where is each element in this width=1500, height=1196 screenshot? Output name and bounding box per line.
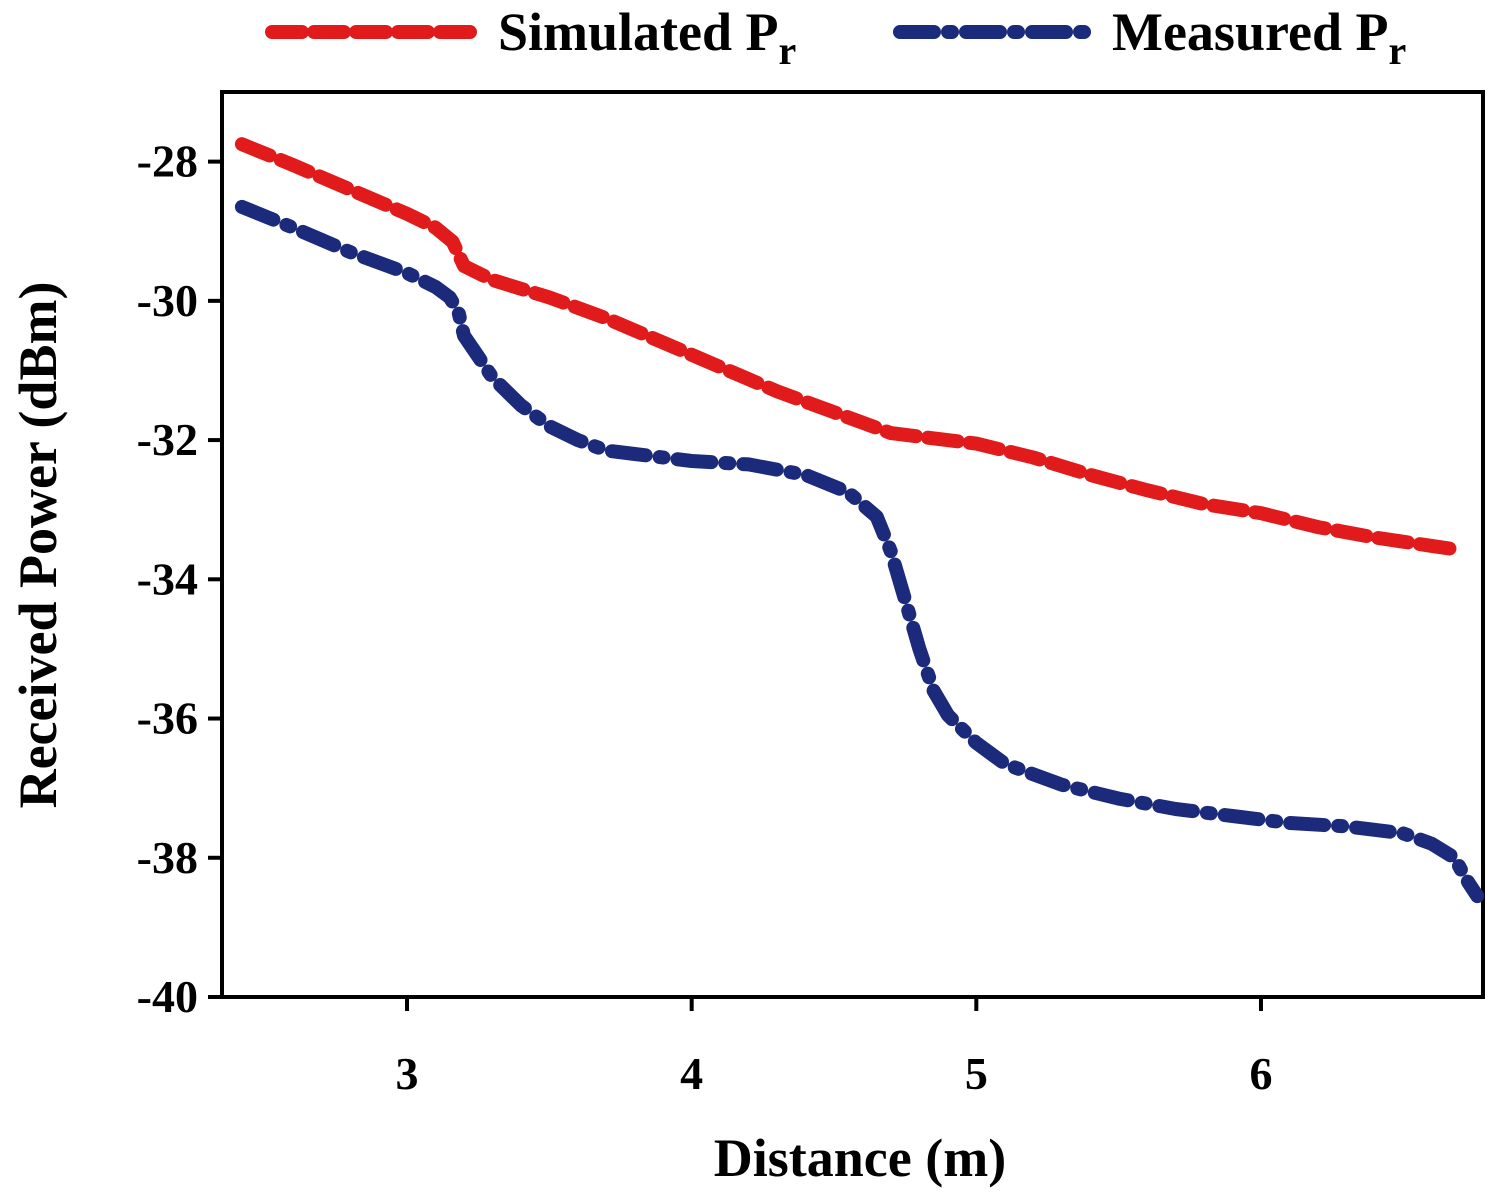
- legend-label-measured-main: Measured P: [1112, 2, 1388, 62]
- y-tick-label: -38: [137, 832, 198, 883]
- legend-label-measured: Measured Pr: [1112, 2, 1406, 73]
- y-tick-label: -30: [137, 275, 198, 326]
- plot-area: [220, 90, 1485, 999]
- x-axis-title: Distance (m): [714, 1128, 1006, 1188]
- legend: Simulated Pr Measured Pr: [265, 2, 1406, 73]
- x-tick-label: 3: [396, 1048, 419, 1099]
- y-tick-label: -36: [137, 693, 198, 744]
- series-group: [234, 137, 1485, 904]
- y-tick-label: -34: [137, 553, 198, 604]
- y-axis-title: Received Power (dBm): [8, 282, 68, 809]
- legend-label-simulated: Simulated Pr: [498, 2, 796, 73]
- legend-label-measured-sub: r: [1388, 28, 1406, 73]
- series-line-simulated: [234, 137, 1468, 558]
- x-tick-label: 6: [1249, 1048, 1272, 1099]
- y-tick-label: -40: [137, 971, 198, 1022]
- x-tick-label: 5: [965, 1048, 988, 1099]
- y-axis-ticks: -28 -30 -32 -34 -36 -38 -40: [137, 136, 222, 1022]
- x-tick-label: 4: [680, 1048, 703, 1099]
- series-line-measured: [234, 199, 1485, 904]
- y-tick-label: -32: [137, 414, 198, 465]
- legend-label-simulated-main: Simulated P: [498, 2, 779, 62]
- x-axis-ticks: 3 4 5 6: [396, 997, 1272, 1099]
- y-tick-label: -28: [137, 136, 198, 187]
- legend-label-simulated-sub: r: [779, 28, 797, 73]
